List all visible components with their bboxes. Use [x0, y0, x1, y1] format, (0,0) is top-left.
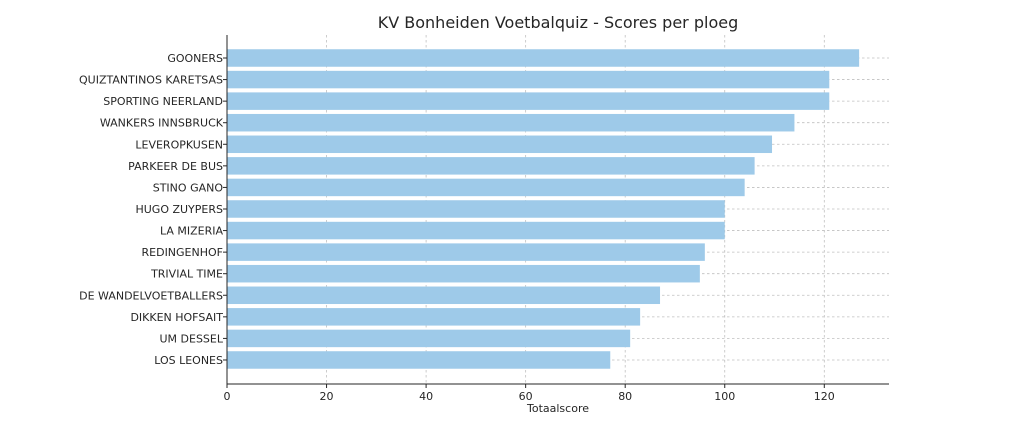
category-label: TRIVIAL TIME	[150, 268, 223, 281]
bar	[227, 157, 755, 175]
bar	[227, 113, 795, 132]
category-label: HUGO ZUYPERS	[135, 203, 223, 216]
category-label: LA MIZERIA	[160, 225, 224, 238]
bar	[227, 92, 830, 110]
category-label: DIKKEN HOFSAIT	[130, 311, 223, 324]
bar	[227, 135, 773, 154]
x-tick-label: 60	[519, 390, 533, 403]
bar	[227, 286, 661, 305]
category-label: LEVEROPKUSEN	[135, 138, 223, 151]
category-label: UM DESSEL	[159, 332, 223, 345]
category-label: GOONERS	[167, 52, 223, 65]
bar	[227, 200, 725, 218]
category-label: REDINGENHOF	[142, 246, 224, 259]
x-tick-label: 80	[618, 390, 632, 403]
category-label: QUIZTANTINOS KARETSAS	[79, 74, 223, 87]
bars	[227, 49, 860, 369]
bar	[227, 49, 860, 67]
x-ticks: 0 20 40 60 80 100 120	[223, 57, 835, 403]
bar	[227, 243, 705, 261]
category-label: LOS LEONES	[154, 354, 223, 367]
x-tick-label: 40	[419, 390, 433, 403]
x-tick-label: 100	[714, 390, 735, 403]
category-label: SPORTING NEERLAND	[103, 95, 223, 108]
bar	[227, 351, 611, 369]
bar	[227, 70, 830, 89]
category-labels: GOONERS QUIZTANTINOS KARETSAS SPORTING NEE…	[79, 52, 224, 367]
x-axis-label: Totaalscore	[526, 402, 589, 415]
x-tick-label: 0	[224, 390, 231, 403]
bar	[227, 221, 725, 240]
x-tick-label: 20	[320, 390, 334, 403]
category-label: WANKERS INNSBRUCK	[100, 117, 224, 130]
x-tick-label: 120	[814, 390, 835, 403]
category-label: PARKEER DE BUS	[128, 160, 223, 173]
bar	[227, 178, 745, 197]
chart-title: KV Bonheiden Voetbalquiz - Scores per pl…	[378, 13, 738, 32]
bar	[227, 264, 700, 283]
bar	[227, 329, 631, 348]
bar	[227, 308, 641, 326]
category-label: DE WANDELVOETBALLERS	[79, 289, 223, 302]
category-label: STINO GANO	[153, 181, 224, 194]
